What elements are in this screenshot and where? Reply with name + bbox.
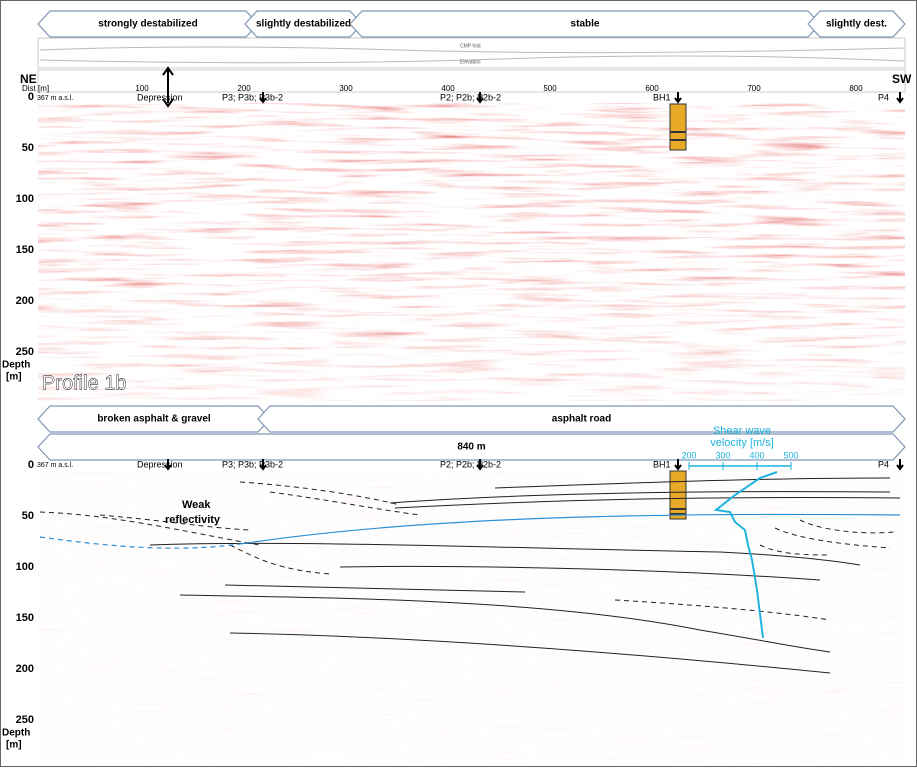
marker-arrow (896, 459, 904, 471)
zone-label: asphalt road (552, 414, 611, 425)
direction: NE (20, 72, 37, 86)
distance-label: 400 (441, 84, 455, 93)
marker-label: P3; P3b; P3b-2 (222, 92, 283, 102)
marker-label: Depression (137, 92, 183, 102)
borehole-layers (670, 131, 686, 141)
elevation: 367 m a.s.l. (37, 462, 73, 469)
arrow-heads (162, 66, 174, 108)
distance-label: 300 (339, 84, 353, 93)
velocity-label: Shear wave (713, 425, 771, 437)
zone-arrow (257, 405, 906, 433)
track-label: Elevation (460, 59, 481, 65)
velocity-profile (713, 471, 778, 639)
borehole-layers (670, 508, 686, 515)
marker-label: P2; P2b; P2b-2 (440, 459, 501, 469)
track-box (37, 37, 906, 69)
bedrock-line (239, 513, 901, 545)
zone-label: strongly destabilized (98, 19, 197, 30)
marker-label: P4 (878, 92, 889, 102)
zone-label: 840 m (457, 442, 485, 453)
marker-label: Depression (137, 459, 183, 469)
track-lines (39, 46, 906, 64)
marker-arrow (259, 459, 267, 471)
depth-axis-label: [m] (6, 372, 22, 383)
depth-label: 150 (16, 612, 34, 624)
velocity-tick-label: 500 (783, 450, 798, 460)
depth-label: 50 (22, 510, 34, 522)
distance-label: 500 (543, 84, 557, 93)
velocity-tick-label: 200 (681, 450, 696, 460)
distance-label: 200 (237, 84, 251, 93)
depth-label: 0 (28, 91, 34, 103)
zone-label: broken asphalt & gravel (97, 414, 211, 425)
bedrock-dashed (39, 536, 241, 549)
distance-label: 600 (645, 84, 659, 93)
header-box (37, 69, 906, 93)
zone-arrow (807, 10, 906, 38)
zone-label: slightly destabilized (256, 19, 351, 30)
marker-arrow (896, 92, 904, 104)
velocity-label: velocity [m/s] (710, 437, 774, 449)
depth-axis-label: [m] (6, 740, 22, 751)
annotation: Weak (182, 499, 211, 511)
marker-label: P4 (878, 459, 889, 469)
dashed-horizons (39, 481, 896, 621)
section-fade (38, 103, 905, 401)
depth-label: 200 (16, 295, 34, 307)
marker-arrow (476, 92, 484, 104)
borehole (669, 103, 687, 151)
marker-label: P3; P3b; P3b-2 (222, 459, 283, 469)
velocity-tick-label: 300 (715, 450, 730, 460)
zone-label: stable (571, 19, 600, 30)
depth-label: 200 (16, 663, 34, 675)
distance-label: 100 (135, 84, 149, 93)
annotation: reflectivity (165, 514, 221, 526)
depth-label: 50 (22, 142, 34, 154)
marker-label: BH1 (653, 92, 671, 102)
elevation: 367 m a.s.l. (37, 95, 73, 102)
distance-label: 800 (849, 84, 863, 93)
depth-label: 100 (16, 193, 34, 205)
marker-arrow (164, 459, 172, 471)
depth-label: 150 (16, 244, 34, 256)
velocity-tick-label: 400 (749, 450, 764, 460)
zone-label: slightly dest. (826, 19, 887, 30)
depth-label: 250 (16, 346, 34, 358)
marker-label: BH1 (653, 459, 671, 469)
direction: SW (892, 72, 912, 86)
depth-label: 250 (16, 714, 34, 726)
distance-label: 700 (747, 84, 761, 93)
track-label: CMP fold (460, 43, 481, 49)
depth-label: 100 (16, 561, 34, 573)
horizons (149, 477, 901, 674)
depth-axis-label: Depth (2, 728, 30, 739)
marker-arrow (259, 92, 267, 104)
depth-axis-label: Depth (2, 360, 30, 371)
zone-arrow (37, 433, 906, 461)
dist-label: Dist [m] (22, 84, 49, 93)
marker-arrow (476, 459, 484, 471)
borehole (669, 470, 687, 520)
marker-label: P2; P2b; P2b-2 (440, 92, 501, 102)
marker-arrow (674, 459, 682, 471)
marker-arrow (674, 92, 682, 104)
profile-label: Profile 1b (42, 372, 127, 394)
depth-label: 0 (28, 459, 34, 471)
